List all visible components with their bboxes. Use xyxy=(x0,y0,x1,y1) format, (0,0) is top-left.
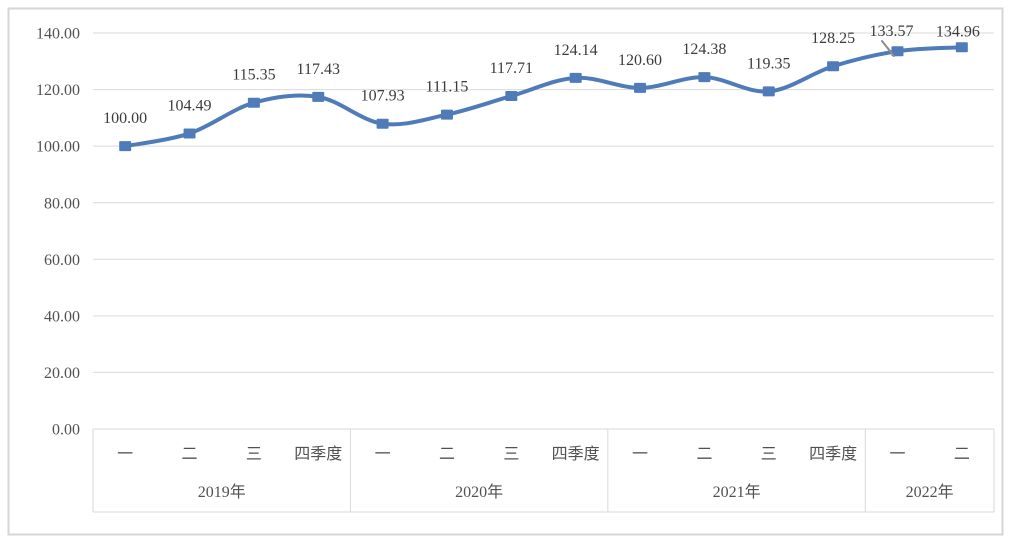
data-point-label: 120.60 xyxy=(618,52,662,69)
data-point-label: 111.15 xyxy=(426,79,469,96)
category-label-quarter: 一 xyxy=(375,446,391,463)
category-label-quarter: 一 xyxy=(632,446,648,463)
data-point-label: 124.14 xyxy=(554,42,598,59)
data-point-marker[interactable] xyxy=(634,82,647,93)
data-point-label: 133.57 xyxy=(869,23,913,40)
y-axis-tick-label: 20.00 xyxy=(44,365,80,382)
y-axis-tick-label: 120.00 xyxy=(36,82,80,99)
data-point-marker[interactable] xyxy=(312,91,325,102)
y-axis-tick-label: 80.00 xyxy=(44,195,80,212)
data-point-marker[interactable] xyxy=(505,91,518,102)
data-point-label: 124.38 xyxy=(682,41,726,58)
chart-border xyxy=(7,7,1004,536)
category-label-quarter: 一 xyxy=(889,446,905,463)
category-label-quarter: 二 xyxy=(696,446,712,463)
data-point-label: 104.49 xyxy=(168,97,212,114)
data-point-marker[interactable] xyxy=(569,72,582,83)
category-label-quarter: 四季度 xyxy=(809,445,857,463)
data-point-label: 119.35 xyxy=(747,55,790,72)
mouse-cursor-icon xyxy=(881,40,895,57)
data-point-label: 128.25 xyxy=(811,30,855,47)
y-axis-tick-label: 100.00 xyxy=(36,139,80,156)
category-label-quarter: 四季度 xyxy=(552,445,600,463)
data-point-label: 117.71 xyxy=(490,60,533,77)
category-label-year: 2021年 xyxy=(713,483,761,501)
data-point-marker[interactable] xyxy=(247,97,260,108)
y-axis-tick-label: 60.00 xyxy=(44,252,80,269)
y-axis-tick-label: 140.00 xyxy=(36,26,80,43)
category-label-year: 2020年 xyxy=(455,483,503,501)
category-label-quarter: 四季度 xyxy=(294,445,342,463)
data-point-marker[interactable] xyxy=(440,109,453,120)
data-point-marker[interactable] xyxy=(183,128,196,139)
data-point-marker[interactable] xyxy=(891,46,904,57)
category-label-quarter: 二 xyxy=(954,446,970,463)
data-point-marker[interactable] xyxy=(698,72,711,83)
data-point-marker[interactable] xyxy=(762,86,775,97)
category-label-quarter: 二 xyxy=(182,446,198,463)
data-point-marker[interactable] xyxy=(827,61,840,72)
data-point-marker[interactable] xyxy=(376,118,389,129)
category-label-quarter: 二 xyxy=(439,446,455,463)
data-point-label: 115.35 xyxy=(232,67,275,84)
data-point-marker[interactable] xyxy=(955,42,968,53)
data-point-label: 107.93 xyxy=(361,88,405,105)
data-point-label: 134.96 xyxy=(936,23,980,40)
data-point-marker[interactable] xyxy=(119,141,132,152)
category-label-year: 2022年 xyxy=(906,483,954,501)
category-label-year: 2019年 xyxy=(198,483,246,501)
y-axis-tick-label: 40.00 xyxy=(44,308,80,325)
y-axis-tick-label: 0.00 xyxy=(52,422,80,439)
category-label-quarter: 三 xyxy=(761,446,777,463)
category-label-quarter: 三 xyxy=(246,446,262,463)
data-point-label: 100.00 xyxy=(103,110,147,127)
data-point-label: 117.43 xyxy=(297,61,340,78)
category-label-quarter: 三 xyxy=(503,446,519,463)
category-label-quarter: 一 xyxy=(117,446,133,463)
